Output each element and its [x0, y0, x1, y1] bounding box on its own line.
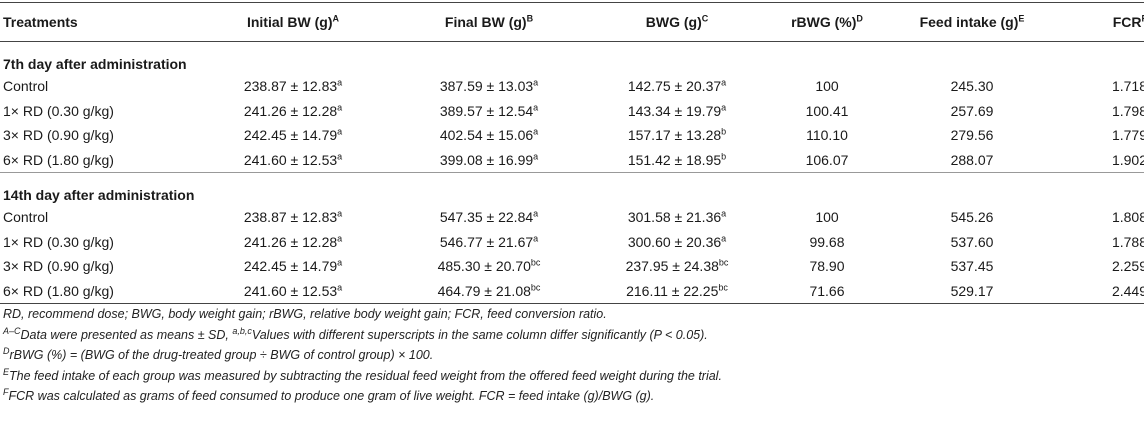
cell-bwg: 300.60 ± 20.36a [627, 233, 727, 250]
cell-treatment: 3× RD (0.90 g/kg) [3, 258, 114, 275]
cell-bwg: 142.75 ± 20.37a [627, 77, 727, 95]
cell-initial-bw: 242.45 ± 14.79a [243, 126, 343, 144]
cell-fcr: 2.259 [1111, 258, 1144, 275]
cell-initial-bw: 241.60 ± 12.53a [195, 278, 391, 304]
cell-initial-bw: 241.26 ± 12.28a [243, 233, 343, 250]
cell-fcr: 1.902 [1111, 151, 1144, 168]
header-final-bw: Final BW (g)B [391, 2, 587, 42]
table-row: Control 238.87 ± 12.83a 387.59 ± 13.03a … [0, 74, 1144, 99]
cell-treatment: 1× RD (0.30 g/kg) [3, 102, 114, 119]
cell-final-bw: 387.59 ± 13.03a [439, 77, 539, 95]
header-fcr: FCRF [1057, 2, 1144, 42]
cell-feed-intake: 545.26 [950, 209, 994, 226]
cell-initial-bw: 241.60 ± 12.53a [243, 151, 343, 168]
cell-rbwg: 71.66 [767, 278, 887, 304]
cell-fcr: 1.779 [1111, 127, 1144, 144]
cell-initial-bw: 238.87 ± 12.83a [243, 208, 343, 226]
cell-initial-bw: 241.26 ± 12.28a [243, 102, 343, 119]
cell-rbwg: 99.68 [809, 233, 845, 250]
table-row: 6× RD (1.80 g/kg) 241.60 ± 12.53a 464.79… [0, 278, 1144, 304]
section-title: 14th day after administration [0, 172, 1144, 205]
cell-rbwg: 78.90 [809, 258, 845, 275]
cell-fcr: 1.798 [1111, 102, 1144, 119]
cell-final-bw: 547.35 ± 22.84a [439, 208, 539, 226]
table-row: 1× RD (0.30 g/kg) 241.26 ± 12.28a 389.57… [0, 99, 1144, 124]
cell-rbwg: 110.10 [806, 127, 848, 144]
cell-final-bw: 389.57 ± 12.54a [439, 102, 539, 119]
section-row: 7th day after administration [0, 42, 1144, 75]
cell-feed-intake: 257.69 [950, 102, 994, 119]
cell-feed-intake: 288.07 [950, 151, 994, 168]
table-footnotes: RD, recommend dose; BWG, body weight gai… [3, 304, 1141, 407]
cell-bwg: 157.17 ± 13.28b [627, 126, 727, 144]
cell-final-bw: 402.54 ± 15.06a [439, 126, 539, 144]
footnote-abbreviations: RD, recommend dose; BWG, body weight gai… [3, 307, 607, 321]
cell-final-bw: 399.08 ± 16.99a [439, 151, 539, 168]
cell-feed-intake: 245.30 [950, 78, 994, 95]
cell-final-bw: 485.30 ± 20.70bc [437, 257, 541, 275]
cell-rbwg: 100.41 [805, 102, 849, 119]
cell-treatment: 6× RD (1.80 g/kg) [3, 151, 114, 168]
header-bwg: BWG (g)C [587, 2, 767, 42]
cell-bwg: 143.34 ± 19.79a [627, 102, 727, 119]
section-title: 7th day after administration [3, 56, 187, 72]
cell-feed-intake: 279.56 [950, 127, 994, 144]
table-row: 6× RD (1.80 g/kg) 241.60 ± 12.53a 399.08… [0, 148, 1144, 173]
table-row: 1× RD (0.30 g/kg) 241.26 ± 12.28a 546.77… [0, 230, 1144, 255]
table-row: 3× RD (0.90 g/kg) 242.45 ± 14.79a 485.30… [0, 254, 1144, 279]
header-row: Treatments Initial BW (g)A Final BW (g)B… [0, 2, 1144, 42]
cell-bwg: 216.11 ± 22.25bc [587, 278, 767, 304]
cell-feed-intake: 529.17 [887, 278, 1057, 304]
cell-initial-bw: 242.45 ± 14.79a [243, 257, 343, 275]
section-row: 14th day after administration [0, 172, 1144, 205]
cell-bwg: 301.58 ± 21.36a [627, 208, 727, 226]
footnote-f: FFCR was calculated as grams of feed con… [3, 386, 655, 403]
table-row: 3× RD (0.90 g/kg) 242.45 ± 14.79a 402.54… [0, 123, 1144, 148]
cell-bwg: 151.42 ± 18.95b [627, 151, 727, 168]
footnote-e: EThe feed intake of each group was measu… [3, 366, 722, 383]
table-body: 7th day after administration Control 238… [0, 42, 1144, 304]
header-rbwg: rBWG (%)D [767, 2, 887, 42]
cell-treatment: Control [3, 209, 49, 226]
footnote-d: DrBWG (%) = (BWG of the drug-treated gro… [3, 345, 434, 362]
table-row: Control 238.87 ± 12.83a 547.35 ± 22.84a … [0, 205, 1144, 230]
cell-feed-intake: 537.60 [950, 233, 994, 250]
cell-rbwg: 106.07 [805, 151, 849, 168]
cell-fcr: 1.788 [1111, 233, 1144, 250]
cell-rbwg: 100 [815, 209, 839, 226]
cell-treatment: Control [3, 78, 49, 95]
footnote-a-c: A–CData were presented as means ± SD, a,… [3, 325, 708, 342]
cell-treatment: 3× RD (0.90 g/kg) [3, 127, 114, 144]
table-header: Treatments Initial BW (g)A Final BW (g)B… [0, 2, 1144, 42]
cell-bwg: 237.95 ± 24.38bc [625, 257, 729, 275]
cell-fcr: 1.808 [1111, 209, 1144, 226]
cell-treatment: 6× RD (1.80 g/kg) [0, 278, 195, 304]
header-treatments: Treatments [0, 2, 195, 42]
cell-initial-bw: 238.87 ± 12.83a [243, 77, 343, 95]
cell-treatment: 1× RD (0.30 g/kg) [3, 233, 114, 250]
header-initial-bw: Initial BW (g)A [195, 2, 391, 42]
cell-final-bw: 464.79 ± 21.08bc [391, 278, 587, 304]
cell-final-bw: 546.77 ± 21.67a [439, 233, 539, 250]
cell-feed-intake: 537.45 [950, 258, 994, 275]
results-table: Treatments Initial BW (g)A Final BW (g)B… [0, 2, 1144, 304]
cell-fcr: 1.718 [1111, 78, 1144, 95]
header-feed-intake: Feed intake (g)E [887, 2, 1057, 42]
cell-fcr: 2.449 [1057, 278, 1144, 304]
cell-rbwg: 100 [815, 78, 839, 95]
